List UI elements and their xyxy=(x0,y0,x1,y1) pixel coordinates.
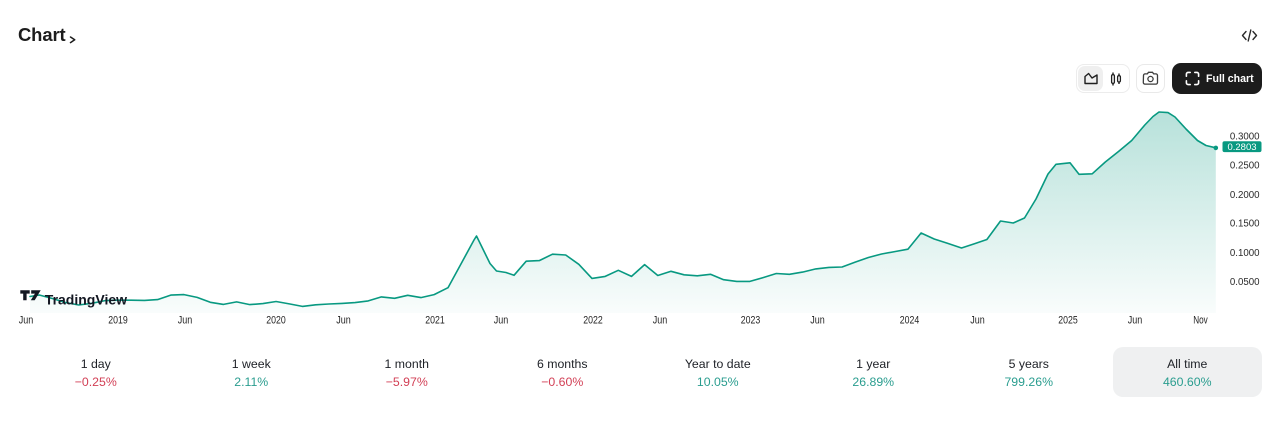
svg-text:2020: 2020 xyxy=(266,315,286,327)
svg-text:2025: 2025 xyxy=(1058,315,1078,327)
svg-text:TradingView: TradingView xyxy=(45,291,127,307)
svg-text:Jun: Jun xyxy=(19,315,34,327)
svg-text:Jun: Jun xyxy=(1128,315,1143,327)
svg-text:2019: 2019 xyxy=(108,315,128,327)
svg-text:0.3000: 0.3000 xyxy=(1230,132,1260,143)
svg-text:Jun: Jun xyxy=(336,315,351,327)
svg-text:2024: 2024 xyxy=(900,315,920,327)
svg-text:2021: 2021 xyxy=(425,315,445,327)
svg-text:Nov: Nov xyxy=(1193,315,1208,327)
svg-text:0.1000: 0.1000 xyxy=(1230,248,1260,259)
svg-text:2023: 2023 xyxy=(741,315,761,327)
svg-text:Jun: Jun xyxy=(178,315,193,327)
svg-text:0.2000: 0.2000 xyxy=(1230,190,1260,201)
svg-text:Jun: Jun xyxy=(653,315,668,327)
svg-text:Jun: Jun xyxy=(494,315,509,327)
svg-text:0.0500: 0.0500 xyxy=(1230,277,1260,288)
svg-text:0.2500: 0.2500 xyxy=(1230,161,1260,172)
svg-text:2022: 2022 xyxy=(583,315,603,327)
svg-text:Jun: Jun xyxy=(810,315,825,327)
svg-text:Jun: Jun xyxy=(970,315,985,327)
svg-text:0.2803: 0.2803 xyxy=(1227,142,1256,153)
svg-text:0.1500: 0.1500 xyxy=(1230,219,1260,230)
